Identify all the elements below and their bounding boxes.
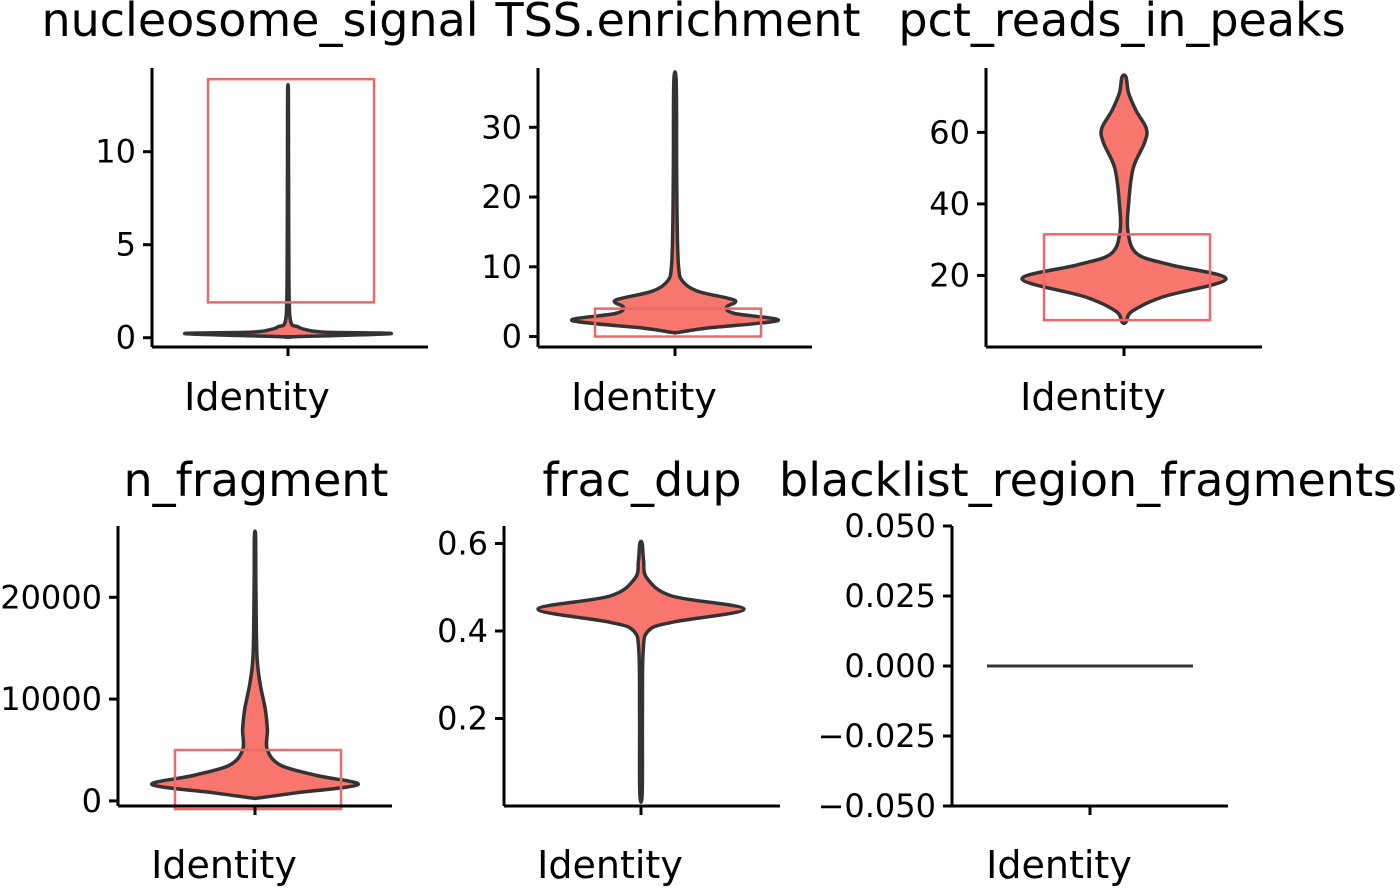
y-tick-label: 10 <box>481 248 522 286</box>
gate-box <box>1042 233 1212 322</box>
y-tick-label: 20 <box>481 178 522 216</box>
x-axis-label: Identity <box>571 375 717 419</box>
y-tick-label: 40 <box>929 185 970 223</box>
y-tick-label: 20 <box>929 256 970 294</box>
violin-shape <box>183 83 393 339</box>
violin-shape <box>570 70 780 335</box>
y-tick-label: −0.050 <box>818 787 936 825</box>
x-axis-label: Identity <box>184 375 330 419</box>
panel-frac-dup: frac_dup 0.2 0.4 0.6 Identity <box>437 453 780 887</box>
y-tick-label: 10000 <box>0 680 102 718</box>
violin-shape <box>1020 73 1228 326</box>
y-tick-label: 0.6 <box>437 525 488 563</box>
panel-title: pct_reads_in_peaks <box>898 0 1345 47</box>
violin-shape <box>536 539 746 804</box>
panel-title: frac_dup <box>542 453 741 507</box>
panel-pct-reads-in-peaks: pct_reads_in_peaks 20 40 60 Identity <box>898 0 1345 419</box>
panel-title: TSS.enrichment <box>494 0 860 47</box>
y-tick-label: 10 <box>95 133 136 171</box>
y-tick-label: 0 <box>502 318 522 356</box>
panel-n-fragment: n_fragment 0 10000 20000 Identity <box>0 453 392 887</box>
y-tick-label: 5 <box>116 226 136 264</box>
panel-nucleosome-signal: nucleosome_signal 0 5 10 Identity <box>41 0 478 419</box>
panel-blacklist-region-fragments: blacklist_region_fragments −0.050 −0.025 0.… <box>779 453 1397 887</box>
violin-shape <box>150 529 360 801</box>
y-tick-label: 0.025 <box>844 577 936 615</box>
y-tick-label: 0.050 <box>844 507 936 545</box>
gate-box <box>173 748 343 811</box>
panel-title: blacklist_region_fragments <box>779 453 1397 507</box>
y-tick-label: 20000 <box>0 578 102 616</box>
x-axis-label: Identity <box>537 843 683 887</box>
y-tick-label: 0.4 <box>437 612 488 650</box>
gate-box <box>206 77 376 304</box>
y-tick-label: 0 <box>82 782 102 820</box>
panel-tss-enrichment: TSS.enrichment 0 10 20 30 Identity <box>481 0 860 419</box>
y-tick-label: −0.025 <box>818 717 936 755</box>
panel-title: nucleosome_signal <box>41 0 478 47</box>
y-tick-label: 0.2 <box>437 700 488 738</box>
y-tick-label: 60 <box>929 113 970 151</box>
x-axis-label: Identity <box>151 843 297 887</box>
panel-title: n_fragment <box>124 453 389 507</box>
x-axis-label: Identity <box>1020 375 1166 419</box>
y-tick-label: 0 <box>116 319 136 357</box>
gate-box <box>593 307 763 338</box>
y-tick-label: 0.000 <box>844 647 936 685</box>
y-tick-label: 30 <box>481 108 522 146</box>
x-axis-label: Identity <box>986 843 1132 887</box>
